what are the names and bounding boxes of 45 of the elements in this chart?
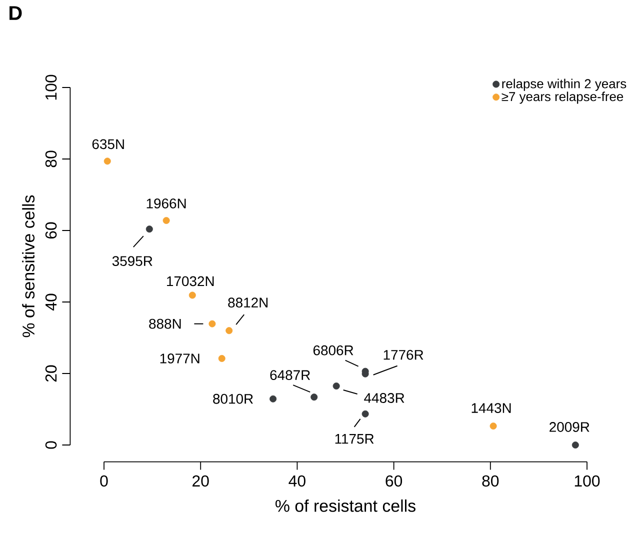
x-tick-label: 60 [386, 475, 402, 487]
annotation: 635N [92, 139, 124, 150]
annotation: 1966N [146, 198, 186, 208]
annotation: 888N [149, 318, 181, 329]
annotation: 17032N [167, 276, 214, 286]
point [104, 158, 111, 165]
point [270, 395, 277, 402]
chart-title: D [10, 6, 22, 20]
x-tick-label: 20 [192, 475, 209, 487]
point [218, 354, 226, 362]
annotation: 6487R [270, 370, 310, 380]
x-tick-label: 0 [100, 475, 108, 487]
annotation: 6806R [313, 345, 354, 356]
legend-label: relapse within 2 years [502, 78, 626, 91]
y-tick-label: 20 [45, 365, 57, 382]
x-tick-label: 40 [288, 475, 306, 487]
annotation: 8812N [228, 298, 268, 308]
y-tick-label: 0 [45, 441, 57, 449]
point [188, 292, 196, 299]
y-tick-label: 40 [45, 294, 57, 311]
annotation: 1977N [160, 354, 200, 364]
point [490, 422, 497, 430]
point [332, 382, 340, 390]
point [208, 320, 216, 328]
point [572, 442, 579, 448]
annotation: 1175R [335, 434, 374, 444]
y-tick-label: 100 [45, 74, 57, 100]
legend-label: ≥7 years relapse-free [502, 92, 624, 104]
point [162, 216, 170, 224]
x-tick-label: 100 [574, 475, 600, 487]
y-axis-title: % of sensitive cells [22, 195, 35, 338]
annotation: 8010R [213, 394, 253, 404]
point [362, 410, 369, 418]
annotation: 1776R [384, 350, 424, 360]
point [310, 394, 318, 401]
annotation: 3595R [112, 256, 152, 266]
annotation: 2009R [550, 422, 590, 432]
annotation: 4483R [364, 393, 404, 403]
point [226, 327, 233, 334]
y-tick-label: 80 [45, 150, 57, 168]
point [146, 226, 153, 233]
y-tick-label: 60 [45, 222, 57, 239]
annotation: 1443N [472, 403, 511, 413]
x-axis-title: % of resistant cells [276, 499, 416, 512]
x-tick-label: 80 [482, 475, 499, 487]
